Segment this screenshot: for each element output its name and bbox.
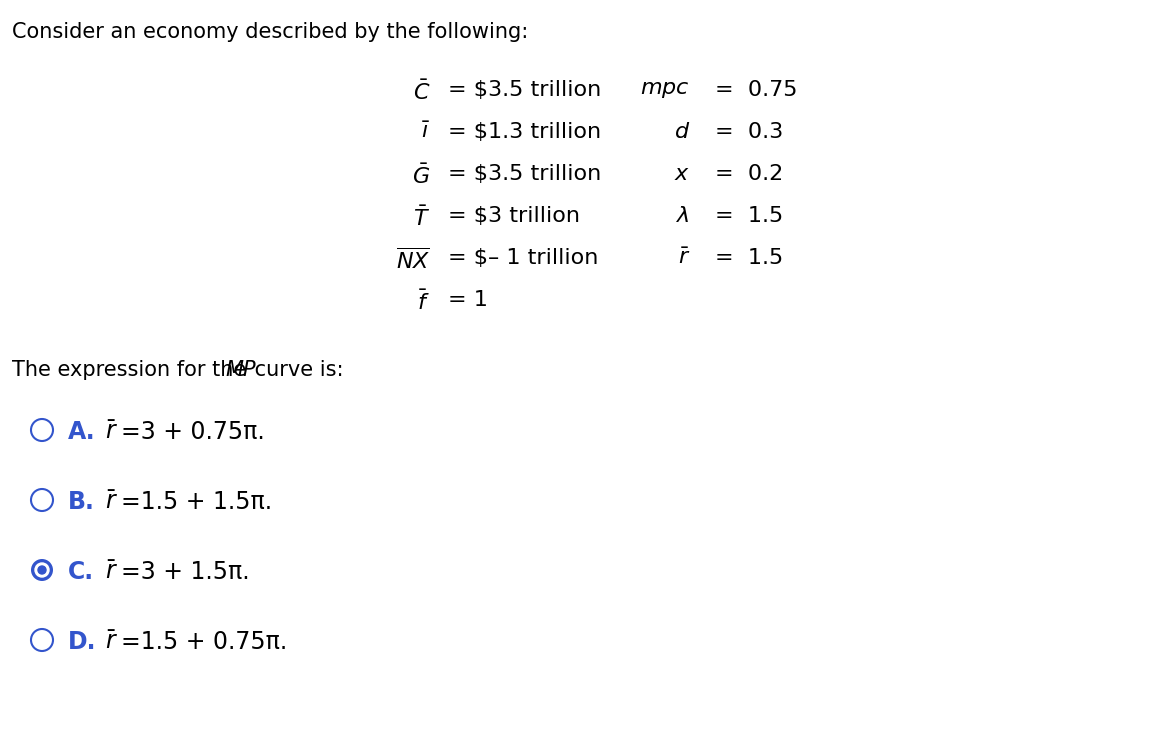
Text: = $3 trillion: = $3 trillion [448,206,580,226]
Circle shape [31,559,54,581]
Text: =1.5 + 0.75π.: =1.5 + 0.75π. [121,630,288,654]
Text: B.: B. [68,490,95,514]
Text: = $– 1 trillion: = $– 1 trillion [448,248,598,268]
Text: $x$: $x$ [674,164,690,184]
Circle shape [35,563,49,577]
Text: =  0.2: = 0.2 [715,164,783,184]
Text: $\bar{r}$: $\bar{r}$ [105,630,118,654]
Text: $\bar{G}$: $\bar{G}$ [412,164,430,188]
Text: $\bar{r}$: $\bar{r}$ [677,248,690,269]
Text: $\bar{r}$: $\bar{r}$ [105,420,118,444]
Text: =3 + 0.75π.: =3 + 0.75π. [121,420,264,444]
Text: $d$: $d$ [674,122,690,142]
Text: $\bar{f}$: $\bar{f}$ [418,290,430,314]
Text: $\mathit{mpc}$: $\mathit{mpc}$ [640,80,690,100]
Text: $\bar{C}$: $\bar{C}$ [412,80,430,104]
Text: MP: MP [225,360,256,380]
Text: $\overline{NX}$: $\overline{NX}$ [396,248,430,273]
Text: = 1: = 1 [448,290,488,310]
Text: = $3.5 trillion: = $3.5 trillion [448,164,602,184]
Text: D.: D. [68,630,97,654]
Text: =  1.5: = 1.5 [715,206,783,226]
Text: Consider an economy described by the following:: Consider an economy described by the fol… [12,22,528,42]
Circle shape [38,566,47,574]
Text: The expression for the: The expression for the [12,360,253,380]
Text: =1.5 + 1.5π.: =1.5 + 1.5π. [121,490,272,514]
Text: =  0.3: = 0.3 [715,122,783,142]
Text: $\bar{r}$: $\bar{r}$ [105,490,118,514]
Text: = $1.3 trillion: = $1.3 trillion [448,122,601,142]
Text: $\bar{\imath}$: $\bar{\imath}$ [421,122,430,142]
Text: = $3.5 trillion: = $3.5 trillion [448,80,602,100]
Text: curve is:: curve is: [248,360,343,380]
Text: =3 + 1.5π.: =3 + 1.5π. [121,560,249,584]
Text: $\bar{T}$: $\bar{T}$ [413,206,430,230]
Text: $\lambda$: $\lambda$ [676,206,690,226]
Text: C.: C. [68,560,94,584]
Text: $\bar{r}$: $\bar{r}$ [105,560,118,584]
Text: A.: A. [68,420,95,444]
Text: =  1.5: = 1.5 [715,248,783,268]
Text: =  0.75: = 0.75 [715,80,797,100]
